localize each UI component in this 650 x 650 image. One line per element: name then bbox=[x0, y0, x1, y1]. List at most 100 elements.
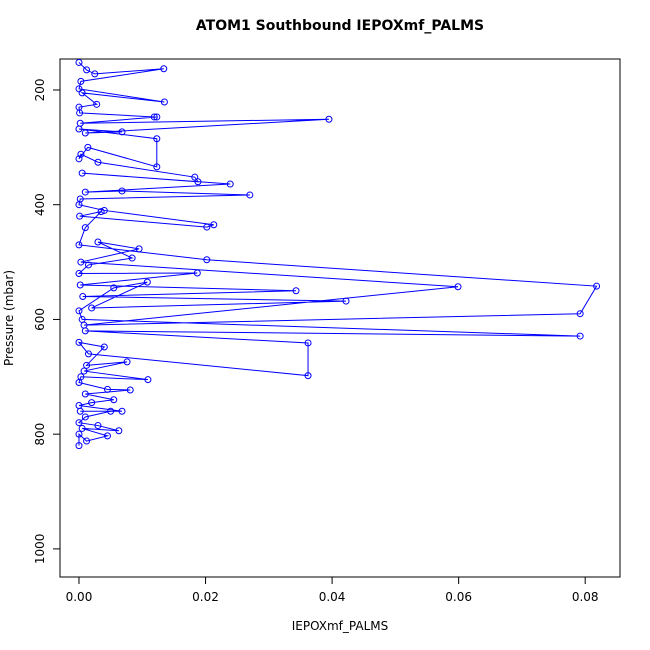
data-point bbox=[194, 178, 202, 186]
data-point bbox=[77, 150, 85, 158]
data-point bbox=[81, 390, 89, 398]
data-point bbox=[97, 208, 105, 216]
data-point bbox=[135, 245, 143, 253]
data-point bbox=[292, 287, 300, 295]
data-point bbox=[593, 282, 601, 290]
data-point bbox=[203, 256, 211, 264]
data-point bbox=[76, 109, 84, 117]
data-point bbox=[75, 419, 83, 427]
data-point bbox=[75, 155, 83, 163]
data-point bbox=[94, 422, 102, 430]
data-point bbox=[100, 206, 108, 214]
data-point bbox=[76, 212, 84, 220]
data-point bbox=[226, 180, 234, 188]
data-point bbox=[75, 338, 83, 346]
chart-title: ATOM1 Southbound IEPOXmf_PALMS bbox=[196, 18, 484, 34]
data-point bbox=[342, 297, 350, 305]
data-point bbox=[203, 223, 211, 231]
data-point bbox=[246, 191, 254, 199]
data-point bbox=[78, 169, 86, 177]
x-tick-label: 0.06 bbox=[445, 590, 472, 604]
data-point bbox=[75, 270, 83, 278]
data-point bbox=[83, 66, 91, 74]
data-point bbox=[84, 350, 92, 358]
data-point bbox=[126, 386, 134, 394]
x-tick-label: 0.00 bbox=[66, 590, 93, 604]
data-point bbox=[75, 125, 83, 133]
data-point bbox=[123, 358, 131, 366]
data-point bbox=[83, 361, 91, 369]
data-point bbox=[81, 129, 89, 137]
data-point bbox=[150, 113, 158, 121]
data-point bbox=[118, 187, 126, 195]
data-point bbox=[143, 278, 151, 286]
data-point bbox=[107, 407, 115, 415]
data-point bbox=[78, 424, 86, 432]
data-point bbox=[115, 427, 123, 435]
data-point bbox=[75, 201, 83, 209]
data-point bbox=[153, 113, 161, 121]
y-tick-label: 1000 bbox=[33, 534, 47, 565]
data-point bbox=[160, 98, 168, 106]
data-point bbox=[210, 221, 218, 229]
data-point bbox=[83, 437, 91, 445]
data-point bbox=[153, 135, 161, 143]
x-tick-label: 0.04 bbox=[319, 590, 346, 604]
data-point bbox=[81, 224, 89, 232]
data-point bbox=[78, 315, 86, 323]
data-point bbox=[454, 283, 462, 291]
data-point bbox=[75, 430, 83, 438]
data-point bbox=[103, 385, 111, 393]
data-point bbox=[75, 241, 83, 249]
x-axis-label: IEPOXmf_PALMS bbox=[292, 619, 389, 633]
data-point bbox=[84, 143, 92, 151]
data-point bbox=[94, 158, 102, 166]
data-point bbox=[88, 399, 96, 407]
data-point bbox=[128, 254, 136, 262]
data-point bbox=[77, 77, 85, 85]
data-point bbox=[81, 413, 89, 421]
data-point bbox=[80, 367, 88, 375]
data-point bbox=[103, 432, 111, 440]
data-point bbox=[84, 261, 92, 269]
y-tick-label: 400 bbox=[33, 193, 47, 216]
data-point bbox=[81, 327, 89, 335]
plot-frame bbox=[59, 58, 621, 578]
data-point bbox=[76, 407, 84, 415]
data-point bbox=[78, 89, 86, 97]
data-point bbox=[75, 307, 83, 315]
x-tick-label: 0.08 bbox=[572, 590, 599, 604]
y-axis-label: Pressure (mbar) bbox=[2, 270, 16, 366]
y-tick-label: 200 bbox=[33, 79, 47, 102]
data-point bbox=[110, 284, 118, 292]
data-point bbox=[110, 396, 118, 404]
data-point bbox=[76, 281, 84, 289]
data-point bbox=[81, 188, 89, 196]
data-point bbox=[75, 442, 83, 450]
series-line bbox=[77, 62, 598, 446]
data-point bbox=[75, 379, 83, 387]
data-point bbox=[576, 332, 584, 340]
data-point bbox=[144, 376, 152, 384]
x-tick-label: 0.02 bbox=[192, 590, 219, 604]
data-point bbox=[93, 100, 101, 108]
data-point bbox=[160, 65, 168, 73]
data-point bbox=[191, 173, 199, 181]
data-point bbox=[100, 343, 108, 351]
data-point bbox=[118, 128, 126, 136]
data-point bbox=[304, 339, 312, 347]
data-point bbox=[304, 372, 312, 380]
data-point bbox=[576, 310, 584, 318]
data-point bbox=[88, 304, 96, 312]
data-point bbox=[75, 58, 83, 66]
data-point bbox=[79, 292, 87, 300]
data-point bbox=[77, 258, 85, 266]
data-point bbox=[193, 269, 201, 277]
y-tick-label: 600 bbox=[33, 308, 47, 331]
y-tick-label: 800 bbox=[33, 423, 47, 446]
data-point bbox=[91, 70, 99, 78]
data-point bbox=[94, 238, 102, 246]
data-point bbox=[118, 407, 126, 415]
data-point bbox=[325, 115, 333, 123]
